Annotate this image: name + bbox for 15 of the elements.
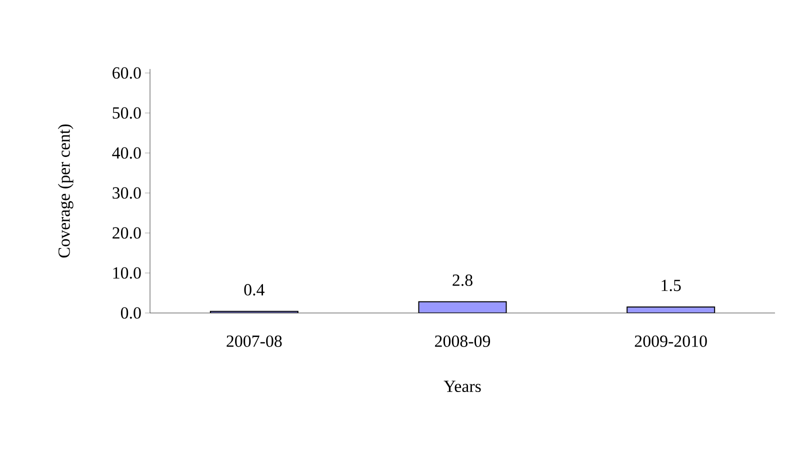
data-label: 0.4: [244, 284, 264, 296]
y-tick-label: 40.0: [112, 147, 141, 159]
y-tick-label: 60.0: [112, 67, 141, 79]
y-tick-label: 20.0: [112, 227, 141, 239]
x-tick-label: 2009-2010: [634, 336, 707, 347]
data-label: 2.8: [452, 274, 472, 286]
x-tick-label: 2007-08: [226, 336, 282, 347]
data-label: 1.5: [662, 280, 681, 292]
x-tick-label: 2008-09: [435, 336, 490, 347]
y-tick-label: 50.0: [112, 107, 141, 119]
y-axis-title: Coverage (per cent): [58, 124, 74, 258]
y-tick-label: 30.0: [112, 187, 141, 199]
x-axis-title: Years: [444, 380, 481, 392]
y-tick-label: 10.0: [113, 267, 141, 279]
y-tick-label: 0.0: [120, 307, 141, 319]
